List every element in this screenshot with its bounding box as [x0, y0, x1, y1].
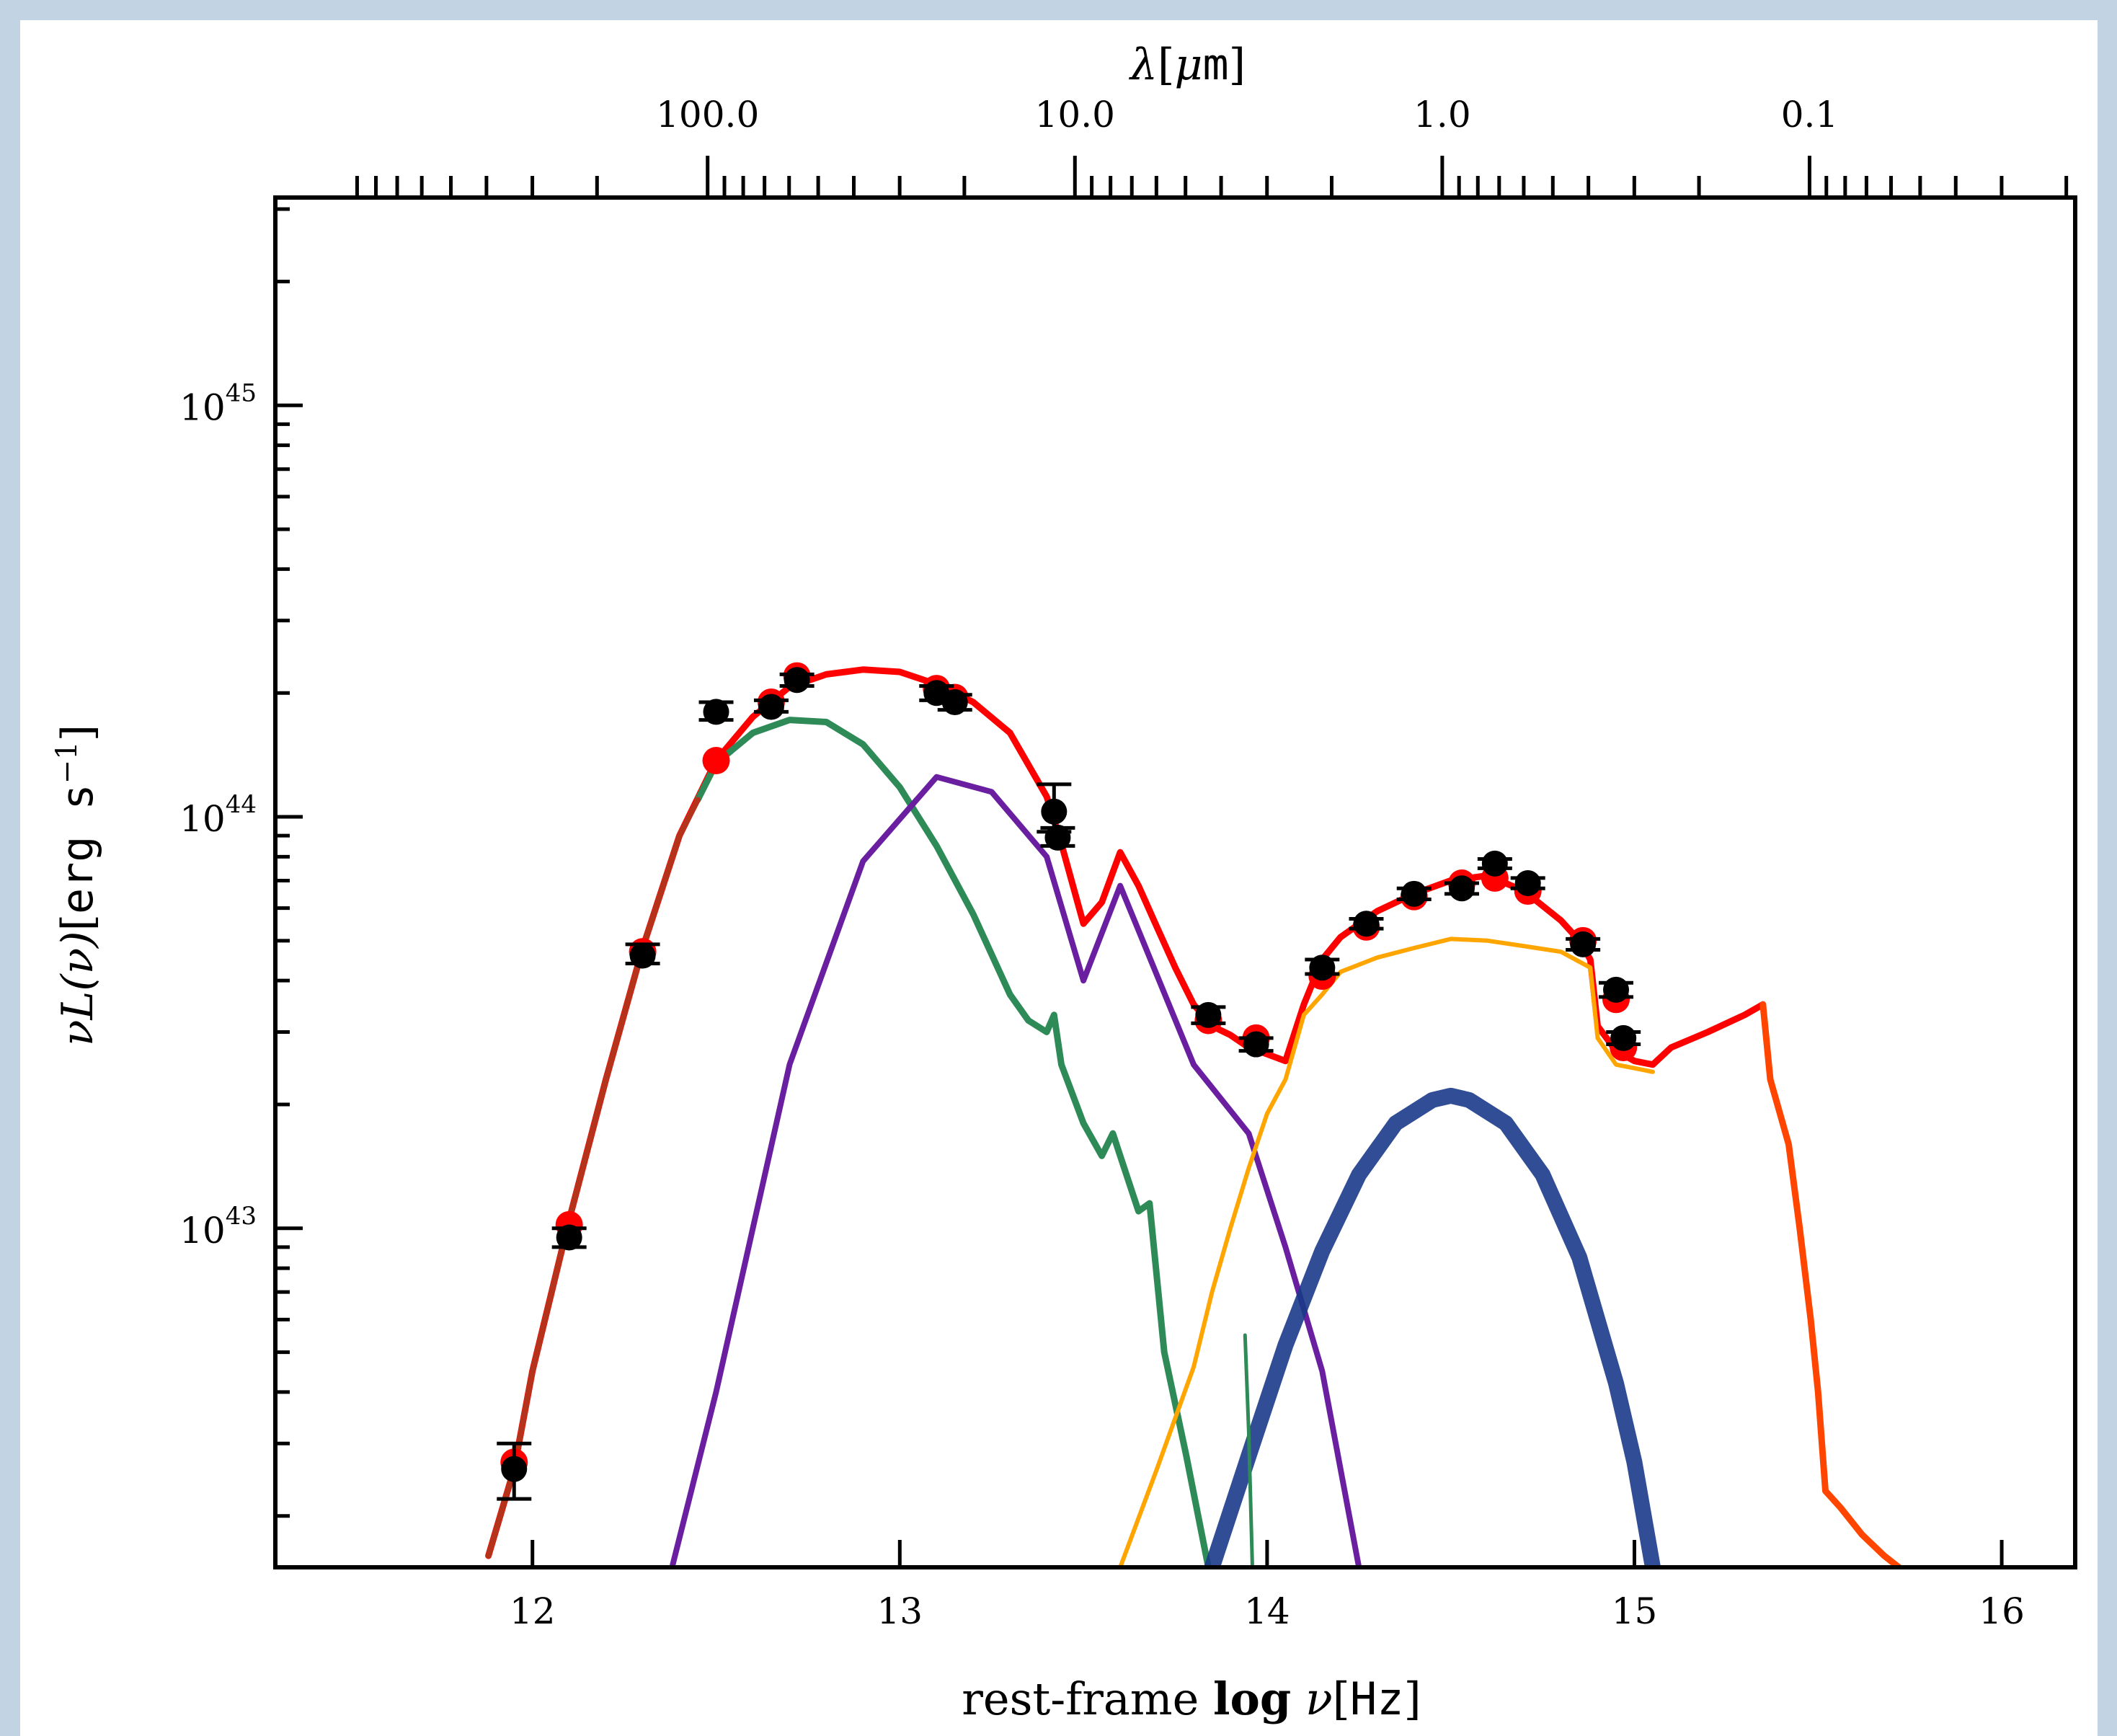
y-tick-label-44: 1044	[179, 790, 257, 840]
points-layer	[497, 662, 1641, 1501]
data-point	[1040, 824, 1075, 851]
x-tick-label-15: 15	[1612, 1590, 1658, 1632]
data-marker	[1481, 850, 1508, 877]
data-marker	[1309, 955, 1336, 981]
data-marker	[1570, 931, 1597, 957]
data-marker	[501, 1456, 528, 1482]
data-marker	[1603, 976, 1630, 1003]
data-point	[1444, 875, 1479, 902]
y-axis-label: νL(ν)[erg s−1]	[50, 725, 103, 1046]
data-point	[1566, 931, 1601, 957]
data-point	[753, 694, 789, 720]
top-tick-label-1.0: 1.0	[1413, 94, 1471, 136]
series-bbb	[1204, 1087, 1661, 1567]
x-tick-label-16: 16	[1979, 1590, 2025, 1632]
data-marker	[1401, 880, 1427, 907]
data-marker	[1514, 870, 1541, 897]
data-marker	[941, 688, 968, 715]
data-marker	[784, 667, 810, 694]
data-marker	[1610, 1024, 1637, 1051]
data-point	[1191, 1001, 1226, 1028]
data-marker	[1243, 1031, 1269, 1058]
series-torus	[669, 774, 1362, 1567]
x-tick-label-13: 13	[876, 1590, 923, 1632]
data-point	[497, 1441, 532, 1501]
series-uv_total	[1759, 1001, 1902, 1567]
data-point	[1599, 976, 1634, 1003]
ticks-layer: 12 13 14 15 16 100.0 10.0 1.0 0.1 1043 1044 1045	[179, 94, 2069, 1632]
data-marker	[556, 1224, 582, 1251]
data-marker	[1353, 911, 1380, 937]
data-marker	[1448, 875, 1475, 902]
data-marker	[1044, 824, 1071, 851]
data-marker	[758, 694, 784, 720]
top-axis-label: λ[μm]	[1129, 40, 1246, 90]
data-point	[1238, 1031, 1274, 1058]
data-point	[1606, 1024, 1641, 1051]
top-tick-label-10.0: 10.0	[1035, 94, 1115, 136]
data-point	[698, 699, 734, 725]
series-total	[485, 666, 1767, 1559]
data-marker	[703, 699, 729, 725]
data-marker	[1195, 1001, 1222, 1028]
data-point	[1510, 870, 1545, 897]
x-tick-label-14: 14	[1244, 1590, 1290, 1632]
top-tick-label-0.1: 0.1	[1781, 94, 1839, 136]
sed-chart: rest-frame log ν[Hz] λ[μm] νL(ν)[erg s−1…	[50, 40, 2077, 1725]
data-point	[937, 688, 972, 715]
data-point	[1477, 850, 1512, 877]
data-marker	[629, 942, 656, 969]
data-point	[1349, 911, 1384, 937]
data-point	[625, 942, 660, 969]
data-marker	[1041, 798, 1068, 825]
x-tick-label-12: 12	[510, 1590, 556, 1632]
data-point	[779, 667, 815, 694]
y-tick-label-45: 1045	[179, 378, 257, 428]
series-starburst	[694, 717, 1212, 1567]
x-axis-label: rest-frame log ν[Hz]	[962, 1673, 1421, 1725]
series-spike	[1243, 1333, 1254, 1567]
figure-panel: rest-frame log ν[Hz] λ[μm] νL(ν)[erg s−1…	[20, 20, 2098, 1736]
data-point	[1396, 880, 1432, 907]
y-tick-label-43: 1043	[179, 1202, 257, 1252]
curves-layer	[485, 666, 1902, 1567]
plot-frame	[273, 195, 2077, 1569]
top-tick-label-100.0: 100.0	[656, 94, 759, 136]
series-stellar	[1118, 936, 1655, 1567]
data-point	[1305, 955, 1340, 981]
model-point	[702, 747, 730, 775]
data-point	[551, 1224, 587, 1251]
